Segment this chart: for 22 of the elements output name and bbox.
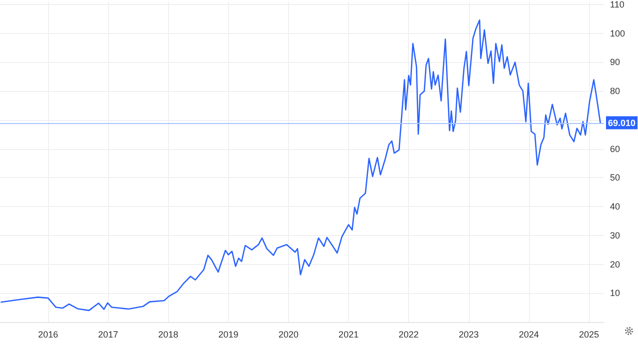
y-tick-label: 20 (610, 259, 620, 270)
y-tick-label: 50 (610, 172, 620, 183)
line-series (0, 19, 602, 312)
x-tick-label: 2024 (518, 330, 539, 340)
x-tick-label: 2023 (458, 330, 479, 340)
x-tick-label: 2019 (218, 330, 238, 340)
y-tick-label: 80 (610, 86, 620, 96)
x-tick-label: 2021 (338, 330, 359, 340)
x-tick-label: 2018 (158, 330, 178, 340)
ref-line-label: 69.010 (608, 118, 636, 128)
y-tick-label: 40 (610, 202, 620, 212)
y-tick-label: 90 (610, 57, 620, 68)
x-tick-label: 2025 (578, 330, 599, 340)
x-tick-label: 2016 (38, 330, 58, 340)
x-tick-label: 2022 (398, 330, 419, 340)
y-tick-label: 10 (610, 288, 620, 298)
y-tick-label: 60 (610, 144, 620, 154)
x-tick-label: 2020 (278, 330, 298, 340)
x-tick-label: 2017 (98, 330, 118, 340)
y-tick-label: 110 (610, 0, 624, 10)
y-tick-label: 30 (610, 230, 620, 240)
y-tick-label: 100 (610, 28, 626, 38)
